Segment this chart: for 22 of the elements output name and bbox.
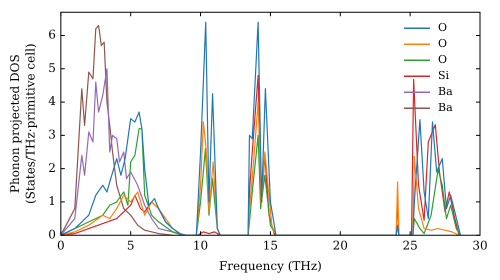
y-tick-label: 1 — [48, 194, 56, 208]
legend-label: O — [438, 53, 448, 66]
y-tick-label: 3 — [48, 127, 56, 142]
x-axis-title: Frequency (THz) — [218, 258, 322, 273]
y-tick-label: 6 — [48, 28, 56, 42]
legend-label: Ba — [438, 85, 454, 98]
x-tick-label: 20 — [332, 238, 348, 253]
legend-label: O — [438, 21, 448, 34]
x-tick-label: 25 — [402, 238, 418, 253]
legend-label: Si — [438, 69, 450, 82]
legend-label: O — [438, 37, 448, 50]
x-tick-label: 5 — [126, 238, 135, 253]
y-tick-label: 4 — [48, 94, 56, 108]
x-tick-label: 15 — [262, 238, 278, 253]
x-tick-label: 10 — [192, 238, 208, 253]
x-tick-label: 30 — [472, 238, 488, 253]
y-tick-label: 5 — [48, 60, 56, 75]
y-tick-label: 0 — [48, 227, 56, 242]
legend-label: Ba — [438, 101, 454, 114]
x-tick-label: 0 — [57, 238, 65, 253]
y-axis-title: Phonon projected DOS (States/THz·primitive cell) — [8, 43, 38, 204]
y-tick-label: 2 — [48, 160, 56, 175]
